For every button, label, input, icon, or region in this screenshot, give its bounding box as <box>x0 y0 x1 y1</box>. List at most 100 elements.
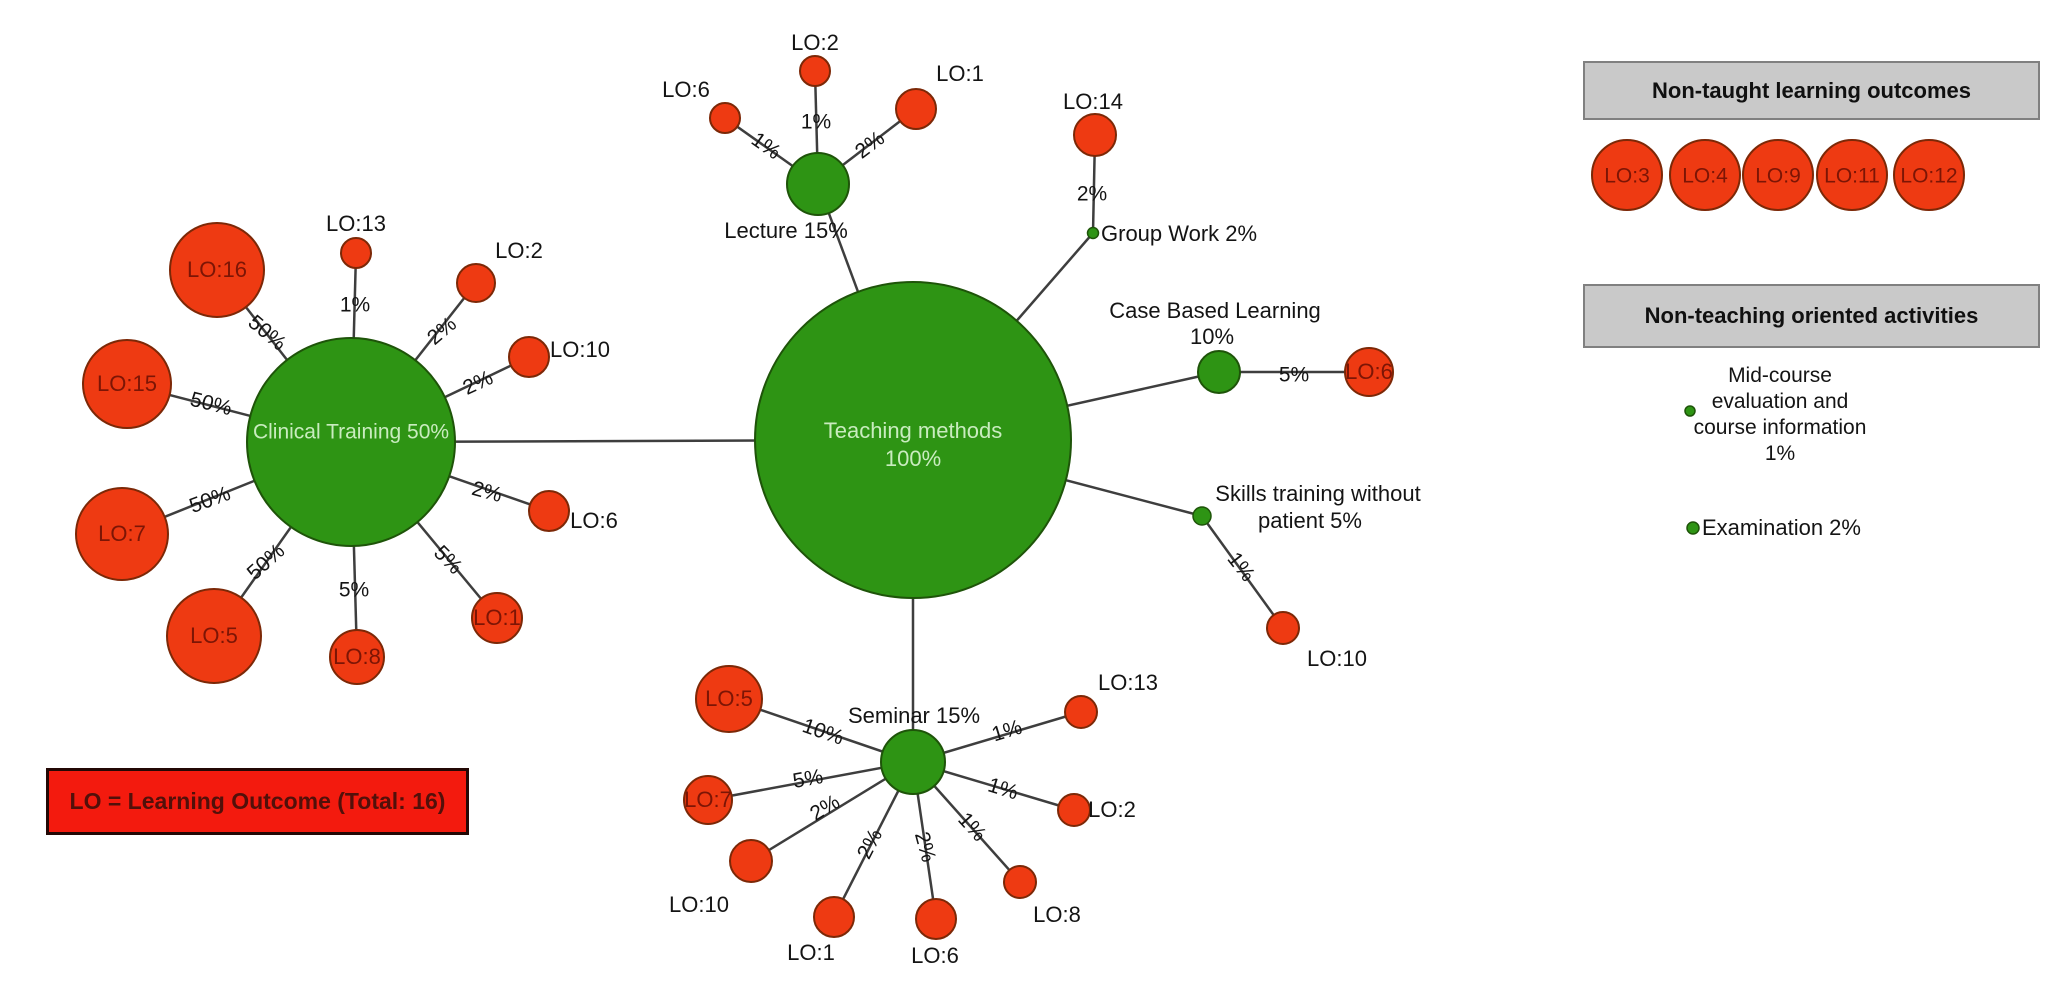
legend-lo3-node <box>1591 139 1663 211</box>
legend-lo3-label: LO:3 <box>1604 164 1650 188</box>
clinical-lo7-node <box>75 487 169 581</box>
skills-training-label-line1: Skills training without <box>1215 481 1421 506</box>
lo-note-text: LO = Learning Outcome (Total: 16) <box>69 788 446 814</box>
seminar-lo2-node <box>1057 793 1091 827</box>
legend-examination-dot <box>1686 521 1700 535</box>
clinical-lo8-pct: 5% <box>338 578 370 602</box>
lecture-label: Lecture 15% <box>724 218 848 243</box>
seminar-lo6-label: LO:6 <box>911 943 959 968</box>
seminar-lo8-label: LO:8 <box>1033 902 1081 927</box>
seminar-lo10-label: LO:10 <box>669 892 729 917</box>
clinical-lo10-label: LO:10 <box>550 337 610 362</box>
teaching-methods-pct: 100% <box>884 446 942 471</box>
lecture-lo2-pct: 1% <box>800 110 832 134</box>
lecture-lo6-label: LO:6 <box>662 77 710 102</box>
clinical-lo16-label: LO:16 <box>187 257 247 282</box>
clinical-lo8-label: LO:8 <box>333 644 381 669</box>
clinical-lo1-node <box>471 592 523 644</box>
clinical-lo16-node <box>169 222 265 318</box>
seminar-lo8-node <box>1003 865 1037 899</box>
legend-lo12-node <box>1893 139 1965 211</box>
legend-lo12-label: LO:12 <box>1900 164 1958 188</box>
clinical-lo13-node <box>340 237 372 269</box>
seminar-lo7-label: LO:7 <box>684 787 732 812</box>
clinical-lo13-label: LO:13 <box>326 211 386 236</box>
clinical-lo2-label: LO:2 <box>495 238 543 263</box>
casebased-lo6-label: LO:6 <box>1345 359 1393 384</box>
groupwork-lo14-pct: 2% <box>1076 182 1108 206</box>
seminar-lo13-label: LO:13 <box>1098 670 1158 695</box>
casebased-lo6-pct: 5% <box>1278 363 1310 387</box>
seminar-lo2-label: LO:2 <box>1088 797 1136 822</box>
midcourse-line2: evaluation and <box>1711 390 1849 413</box>
clinical-training-label: Clinical Training 50% <box>252 420 450 444</box>
midcourse-line3: course information <box>1693 416 1867 439</box>
seminar-lo5-label: LO:5 <box>705 686 753 711</box>
legend-midcourse-dot <box>1684 405 1696 417</box>
legend-lo4-node <box>1669 139 1741 211</box>
non-taught-header: Non-taught learning outcomes <box>1583 61 2040 120</box>
skills-training-label-line2: patient 5% <box>1258 508 1362 533</box>
teaching-methods-label: Teaching methods <box>823 418 1003 443</box>
edge-skills-lo10 <box>1200 515 1285 629</box>
examination-label: Examination 2% <box>1702 515 1861 540</box>
clinical-lo15-node <box>82 339 172 429</box>
skills-lo10-label: LO:10 <box>1307 646 1367 671</box>
skills-training-node <box>1192 506 1212 526</box>
nodes <box>75 55 1965 940</box>
lo-note-box: LO = Learning Outcome (Total: 16) <box>46 768 469 835</box>
non-teaching-header: Non-teaching oriented activities <box>1583 284 2040 348</box>
casebased-lo6-node <box>1344 347 1394 397</box>
seminar-lo1-label: LO:1 <box>787 940 835 965</box>
legend-lo11-node <box>1816 139 1888 211</box>
seminar-node <box>880 729 946 795</box>
seminar-label: Seminar 15% <box>847 703 981 728</box>
teaching-methods-node <box>754 281 1072 599</box>
lecture-lo2-label: LO:2 <box>791 30 839 55</box>
lecture-lo2-node <box>799 55 831 87</box>
seminar-lo1-node <box>813 896 855 938</box>
legend-lo4-label: LO:4 <box>1682 164 1728 188</box>
clinical-lo2-node <box>456 263 496 303</box>
clinical-lo13-pct: 1% <box>339 293 371 317</box>
clinical-lo1-label: LO:1 <box>473 605 521 630</box>
clinical-lo8-node <box>329 629 385 685</box>
clinical-training-node <box>246 337 456 547</box>
case-based-learning-label: Case Based Learning <box>1109 298 1321 323</box>
legend-lo9-node <box>1742 139 1814 211</box>
edge-seminar-lo7 <box>707 760 914 802</box>
seminar-lo7-pct: 5% <box>791 765 825 793</box>
non-taught-title: Non-taught learning outcomes <box>1652 77 1971 103</box>
case-based-learning-pct: 10% <box>1189 324 1235 349</box>
midcourse-evaluation-label: Mid-course evaluation and course informa… <box>1694 363 1867 467</box>
skills-lo10-node <box>1266 611 1300 645</box>
lecture-lo6-node <box>709 102 741 134</box>
lecture-node <box>786 152 850 216</box>
clinical-lo6-node <box>528 490 570 532</box>
legend-lo11-label: LO:11 <box>1824 164 1880 188</box>
seminar-lo7-node <box>683 775 733 825</box>
clinical-lo10-node <box>508 336 550 378</box>
lecture-lo1-node <box>895 88 937 130</box>
clinical-lo5-node <box>166 588 262 684</box>
midcourse-line4: 1% <box>1764 442 1796 465</box>
clinical-lo7-label: LO:7 <box>98 521 146 546</box>
lecture-lo1-label: LO:1 <box>936 61 984 86</box>
seminar-lo6-node <box>915 898 957 940</box>
clinical-lo15-label: LO:15 <box>97 371 157 396</box>
clinical-lo5-label: LO:5 <box>190 623 238 648</box>
groupwork-lo14-label: LO:14 <box>1063 89 1123 114</box>
case-based-learning-node <box>1197 350 1241 394</box>
groupwork-lo14-node <box>1073 113 1117 157</box>
seminar-lo13-node <box>1064 695 1098 729</box>
clinical-lo6-label: LO:6 <box>570 508 618 533</box>
non-teaching-title: Non-teaching oriented activities <box>1644 303 1979 328</box>
seminar-lo5-node <box>695 665 763 733</box>
midcourse-line1: Mid-course <box>1728 364 1832 387</box>
legend-lo9-label: LO:9 <box>1755 164 1801 188</box>
group-work-node <box>1086 226 1100 240</box>
group-work-label: Group Work 2% <box>1101 221 1258 246</box>
seminar-lo10-node <box>729 839 773 883</box>
